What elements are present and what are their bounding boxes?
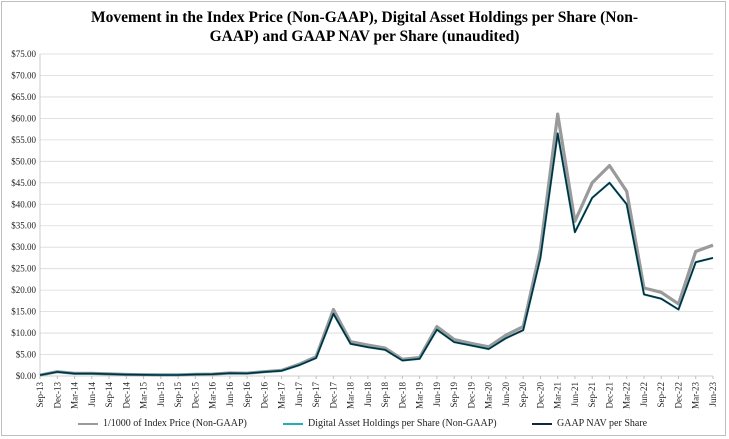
legend-item-index-price: 1/1000 of Index Price (Non-GAAP) bbox=[78, 418, 247, 429]
x-tick-label: Dec-14 bbox=[121, 382, 131, 409]
x-tick-label: Jun-17 bbox=[294, 382, 304, 407]
y-tick-label: $5.00 bbox=[16, 350, 37, 360]
y-tick-label: $10.00 bbox=[11, 328, 36, 338]
y-tick-label: $70.00 bbox=[11, 70, 36, 80]
series-line-index-price bbox=[39, 112, 714, 377]
x-tick-label: Jun-20 bbox=[501, 382, 511, 407]
y-tick-label: $55.00 bbox=[11, 135, 36, 145]
legend: 1/1000 of Index Price (Non-GAAP) Digital… bbox=[0, 418, 729, 434]
x-tick-label: Mar-14 bbox=[70, 382, 80, 409]
grid-layer bbox=[40, 53, 713, 377]
x-tick-label: Sep-21 bbox=[587, 382, 597, 408]
y-tick-label: $25.00 bbox=[11, 264, 36, 274]
x-tick-label: Sep-20 bbox=[518, 382, 528, 408]
series-line-gaap-nav bbox=[39, 132, 714, 376]
x-tick-label: Dec-22 bbox=[673, 382, 683, 409]
chart-title: Movement in the Index Price (Non-GAAP), … bbox=[0, 8, 729, 46]
x-tick-label: Jun-18 bbox=[363, 382, 373, 407]
x-tick-label: Dec-17 bbox=[328, 382, 338, 409]
x-tick-label: Sep-16 bbox=[242, 382, 252, 408]
x-tick-label: Mar-18 bbox=[346, 382, 356, 409]
y-tick-label: $65.00 bbox=[11, 92, 36, 102]
x-tick-label: Jun-14 bbox=[87, 382, 97, 407]
x-tick-label: Sep-14 bbox=[104, 382, 114, 408]
legend-item-digital-asset-holdings: Digital Asset Holdings per Share (Non-GA… bbox=[283, 418, 497, 429]
y-tick-label: $0.00 bbox=[16, 371, 37, 381]
y-tick-label: $50.00 bbox=[11, 156, 36, 166]
y-tick-label: $15.00 bbox=[11, 307, 36, 317]
x-tick-label: Mar-21 bbox=[553, 382, 563, 409]
legend-swatch-gaap-nav bbox=[532, 422, 552, 425]
y-tick-label: $30.00 bbox=[11, 242, 36, 252]
x-tick-label: Sep-22 bbox=[656, 382, 666, 408]
x-tick-labels: Sep-13 Dec-13 Mar-14 Jun-14 Sep-14 Dec-14 Mar-… bbox=[35, 382, 718, 409]
y-tick-label: $60.00 bbox=[11, 113, 36, 123]
series-layer bbox=[39, 112, 714, 377]
x-tick-label: Dec-20 bbox=[535, 382, 545, 409]
x-tick-label: Jun-23 bbox=[708, 382, 718, 407]
y-tick-labels: $0.00 $5.00 $10.00 $15.00 $20.00 $25.00 $30.00… bbox=[11, 49, 36, 381]
x-tick-label: Sep-18 bbox=[380, 382, 390, 408]
x-tick-label: Jun-15 bbox=[156, 382, 166, 407]
x-tick-label: Dec-19 bbox=[466, 382, 476, 409]
x-tick-label: Mar-23 bbox=[691, 382, 701, 409]
x-tick-label: Dec-21 bbox=[604, 382, 614, 409]
x-tick-label: Jun-19 bbox=[432, 382, 442, 407]
legend-item-gaap-nav: GAAP NAV per Share bbox=[532, 418, 647, 429]
y-tick-label: $40.00 bbox=[11, 199, 36, 209]
chart-title-line-1: Movement in the Index Price (Non-GAAP), … bbox=[90, 9, 639, 26]
y-tick-label: $35.00 bbox=[11, 221, 36, 231]
x-tick-label: Jun-16 bbox=[225, 382, 235, 407]
x-tick-label: Mar-22 bbox=[622, 382, 632, 409]
x-tick-label: Sep-19 bbox=[449, 382, 459, 408]
chart-title-line-2: GAAP) and GAAP NAV per Share (unaudited) bbox=[209, 28, 520, 45]
axis-layer bbox=[39, 54, 714, 379]
x-tick-label: Dec-16 bbox=[259, 382, 269, 409]
x-tick-label: Dec-15 bbox=[190, 382, 200, 409]
x-tick-label: Sep-13 bbox=[35, 382, 45, 408]
legend-swatch-digital-asset-holdings bbox=[283, 422, 303, 425]
x-tick-label: Sep-17 bbox=[311, 382, 321, 408]
x-tick-label: Dec-13 bbox=[52, 382, 62, 409]
legend-label-digital-asset-holdings: Digital Asset Holdings per Share (Non-GA… bbox=[308, 418, 497, 429]
y-tick-label: $20.00 bbox=[11, 285, 36, 295]
legend-label-index-price: 1/1000 of Index Price (Non-GAAP) bbox=[103, 418, 247, 429]
x-tick-label: Sep-15 bbox=[173, 382, 183, 408]
x-tick-label: Mar-17 bbox=[277, 382, 287, 409]
x-tick-label: Dec-18 bbox=[397, 382, 407, 409]
x-tick-label: Mar-20 bbox=[484, 382, 494, 409]
x-tick-label: Jun-22 bbox=[639, 382, 649, 407]
x-tick-label: Mar-15 bbox=[139, 382, 149, 409]
legend-swatch-index-price bbox=[78, 422, 98, 425]
x-tick-label: Mar-16 bbox=[208, 382, 218, 409]
x-tick-label: Mar-19 bbox=[415, 382, 425, 409]
legend-label-gaap-nav: GAAP NAV per Share bbox=[557, 418, 648, 429]
y-tick-label: $45.00 bbox=[11, 178, 36, 188]
y-tick-label: $75.00 bbox=[11, 49, 36, 59]
x-tick-label: Jun-21 bbox=[570, 382, 580, 407]
